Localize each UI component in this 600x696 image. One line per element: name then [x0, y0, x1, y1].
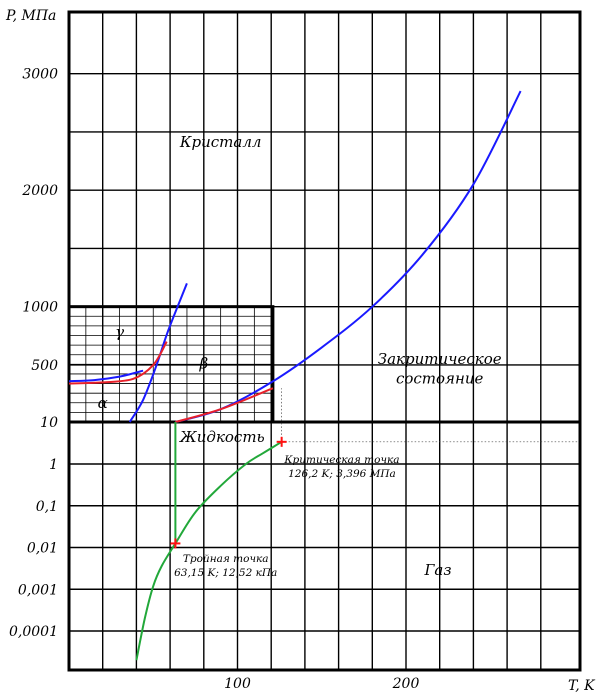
triple-point-values: 63,15 K; 12,52 кПа [174, 567, 277, 579]
critical-point-marker [276, 436, 287, 447]
fine-grid-frame [67, 305, 275, 424]
region-label-supercritical_line2: состояние [396, 370, 484, 388]
triple-point-marker [170, 538, 181, 549]
y-tick-label: 500 [31, 358, 58, 374]
phase-line-2 [68, 369, 144, 383]
y-tick-label: 0,0001 [9, 624, 58, 640]
grid [67, 10, 582, 672]
chart-labels: 0,0001 0,001 0,01 0,1 1 10 500 1000 2000 3000 100 2… [5, 8, 596, 694]
triple-point-label: Тройная точка [183, 553, 269, 565]
y-tick-label: 0,001 [18, 582, 58, 598]
x-tick-label: 200 [392, 676, 420, 692]
point-markers [170, 436, 287, 549]
region-label-gamma: γ [115, 323, 124, 341]
plot-frame [67, 10, 582, 672]
y-tick-label: 3000 [22, 67, 58, 83]
x-axis-label: T, K [568, 678, 596, 694]
x-tick-label: 100 [224, 676, 251, 692]
region-label-beta: β [198, 354, 208, 372]
phase-line-1 [128, 283, 188, 423]
y-tick-label: 1000 [22, 300, 58, 316]
y-tick-label: 0,01 [27, 541, 58, 557]
region-label-gas: Газ [423, 561, 451, 579]
critical-point-label: Критическая точка [283, 454, 399, 466]
y-tick-label: 2000 [21, 183, 58, 199]
y-tick-label: 0,1 [36, 499, 58, 515]
y-tick-label: 1 [49, 457, 58, 473]
fine-grid [67, 305, 275, 424]
region-label-liquid: Жидкость [179, 428, 265, 446]
phase-line-3 [68, 341, 168, 385]
phase-line-5 [135, 440, 283, 661]
y-axis-label: P, МПа [5, 8, 56, 24]
phase-curves [68, 90, 522, 661]
region-label-supercritical_line1: Закритическое [378, 350, 502, 368]
critical-point-values: 126,2 K; 3,396 МПа [288, 468, 396, 480]
phase-line-4 [175, 387, 274, 423]
y-tick-label: 10 [40, 415, 58, 431]
region-label-alpha: α [98, 394, 108, 412]
region-label-crystal: Кристалл [179, 133, 262, 151]
